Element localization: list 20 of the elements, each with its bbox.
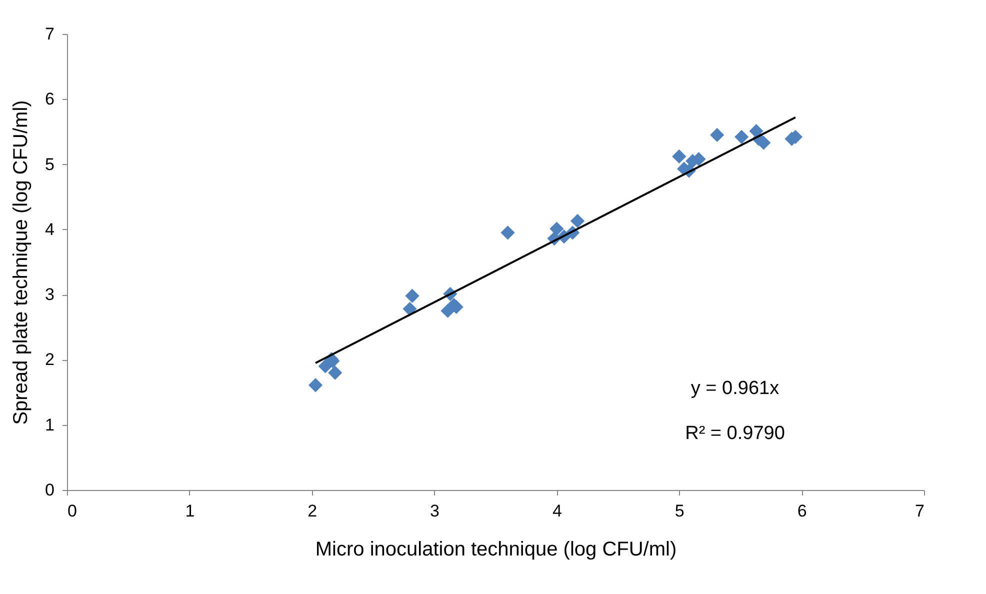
y-tick-label: 6 — [45, 90, 54, 109]
y-tick-label: 2 — [45, 350, 54, 370]
x-tick-label: 7 — [915, 502, 924, 520]
y-tick-label: 7 — [45, 24, 54, 44]
y-tick-label: 4 — [45, 220, 54, 239]
y-tick-label: 5 — [45, 154, 54, 174]
x-axis-title: Micro inoculation technique (log CFU/ml) — [315, 538, 677, 560]
x-tick-label: 6 — [797, 502, 807, 520]
y-tick-label: 0 — [45, 480, 54, 500]
x-tick-label: 0 — [68, 502, 77, 520]
x-tick-label: 5 — [674, 502, 684, 520]
y-tick-label: 1 — [45, 415, 54, 434]
annotation: R² = 0.9790 — [685, 423, 785, 444]
annotation: y = 0.961x — [690, 378, 780, 399]
x-tick-label: 3 — [430, 502, 440, 520]
y-axis-title: Spread plate technique (log CFU/ml) — [10, 100, 32, 425]
x-tick-label: 4 — [552, 502, 562, 520]
y-tick-label: 3 — [45, 285, 54, 304]
x-tick-label: 2 — [308, 502, 318, 520]
x-tick-label: 1 — [185, 502, 195, 520]
